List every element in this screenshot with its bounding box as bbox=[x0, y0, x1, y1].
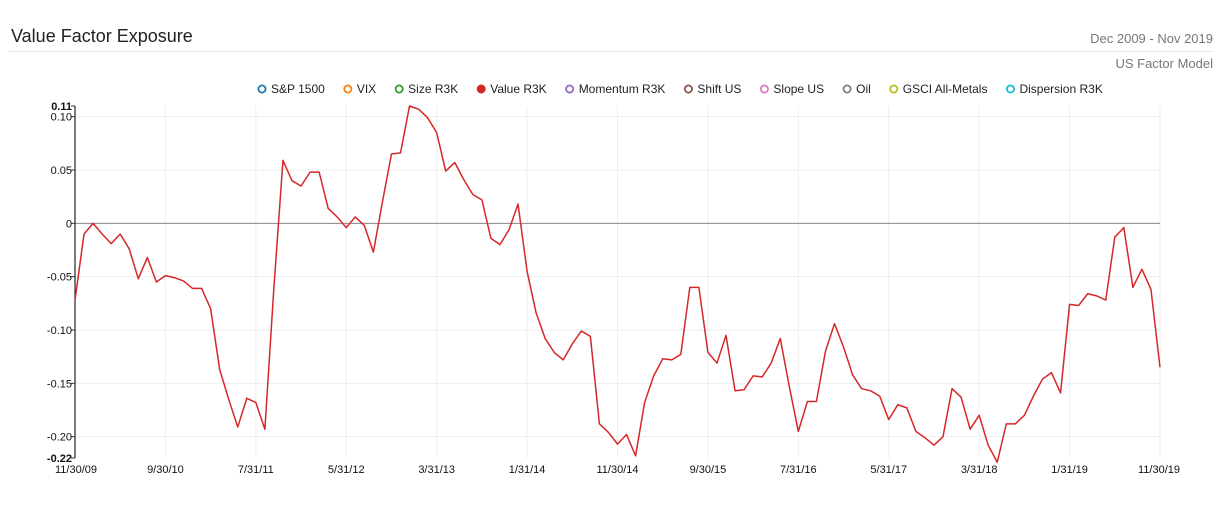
date-range-label: Dec 2009 - Nov 2019 bbox=[1090, 31, 1213, 46]
x-tick-label: 7/31/11 bbox=[238, 464, 274, 476]
y-tick-label: 0.11 bbox=[51, 101, 72, 113]
x-tick-label: 1/31/14 bbox=[509, 464, 546, 476]
legend-marker-slope-us bbox=[759, 84, 769, 94]
x-tick-label: 9/30/15 bbox=[690, 464, 727, 476]
x-tick-label: 3/31/18 bbox=[961, 464, 998, 476]
legend-item-size-r3k[interactable]: Size R3K bbox=[394, 82, 459, 96]
legend-label: Momentum R3K bbox=[579, 82, 666, 96]
y-tick-label: -0.05 bbox=[47, 272, 72, 284]
legend-label: Value R3K bbox=[490, 82, 546, 96]
legend-marker-oil bbox=[842, 84, 852, 94]
legend-label: Size R3K bbox=[408, 82, 458, 96]
legend-marker-s-p-1500 bbox=[257, 84, 267, 94]
y-tick-label: -0.22 bbox=[47, 453, 72, 465]
x-tick-label: 11/30/09 bbox=[55, 464, 97, 476]
legend: S&P 1500 VIX Size R3K Value R3K Momentum R3K… bbox=[257, 82, 1103, 96]
legend-label: Slope US bbox=[773, 82, 824, 96]
x-tick-label: 9/30/10 bbox=[147, 464, 184, 476]
x-tick-label: 5/31/12 bbox=[328, 464, 365, 476]
x-tick-label: 3/31/13 bbox=[418, 464, 455, 476]
legend-item-s-p-1500[interactable]: S&P 1500 bbox=[257, 82, 325, 96]
grid bbox=[74, 106, 1161, 458]
legend-label: S&P 1500 bbox=[271, 82, 325, 96]
legend-item-shift-us[interactable]: Shift US bbox=[683, 82, 742, 96]
legend-marker-dispersion-r3k bbox=[1005, 84, 1015, 94]
header-divider bbox=[8, 51, 1213, 52]
series-line-value-r3k bbox=[74, 105, 1161, 464]
legend-marker-vix bbox=[343, 84, 353, 94]
y-tick-label: -0.10 bbox=[47, 325, 72, 337]
legend-label: Dispersion R3K bbox=[1019, 82, 1102, 96]
x-tick-label: 11/30/14 bbox=[596, 464, 638, 476]
legend-marker-size-r3k bbox=[394, 84, 404, 94]
legend-marker-gsci-all-metals bbox=[889, 84, 899, 94]
x-tick-label: 11/30/19 bbox=[1138, 464, 1180, 476]
series-group bbox=[74, 105, 1161, 464]
legend-marker-value-r3k bbox=[476, 84, 486, 94]
y-tick-label: 0.10 bbox=[51, 112, 72, 124]
legend-item-slope-us[interactable]: Slope US bbox=[759, 82, 824, 96]
legend-label: Oil bbox=[856, 82, 871, 96]
x-tick-label: 1/31/19 bbox=[1051, 464, 1088, 476]
y-tick-label: -0.20 bbox=[47, 432, 72, 444]
legend-item-momentum-r3k[interactable]: Momentum R3K bbox=[565, 82, 666, 96]
legend-marker-shift-us bbox=[683, 84, 693, 94]
y-axis-ticks: 0.110.10 0.05 0 -0.05 -0.10 -0.15 -0.20 -0.22 bbox=[47, 101, 75, 465]
legend-label: VIX bbox=[357, 82, 376, 96]
legend-item-oil[interactable]: Oil bbox=[842, 82, 871, 96]
x-axis-ticks: 11/30/09 9/30/10 7/31/11 5/31/12 3/31/13 1/31… bbox=[55, 464, 1180, 476]
y-tick-label: -0.15 bbox=[47, 378, 72, 390]
legend-item-gsci-all-metals[interactable]: GSCI All-Metals bbox=[889, 82, 988, 96]
chart-title: Value Factor Exposure bbox=[11, 26, 193, 46]
legend-item-dispersion-r3k[interactable]: Dispersion R3K bbox=[1005, 82, 1103, 96]
y-tick-label: 0 bbox=[66, 218, 72, 230]
legend-item-vix[interactable]: VIX bbox=[343, 82, 376, 96]
x-tick-label: 7/31/16 bbox=[780, 464, 817, 476]
legend-marker-momentum-r3k bbox=[565, 84, 575, 94]
model-label: US Factor Model bbox=[1115, 56, 1213, 71]
legend-item-value-r3k[interactable]: Value R3K bbox=[476, 82, 547, 96]
legend-label: GSCI All-Metals bbox=[903, 82, 988, 96]
x-tick-label: 5/31/17 bbox=[870, 464, 907, 476]
legend-label: Shift US bbox=[697, 82, 741, 96]
y-tick-label: 0.05 bbox=[51, 165, 72, 177]
